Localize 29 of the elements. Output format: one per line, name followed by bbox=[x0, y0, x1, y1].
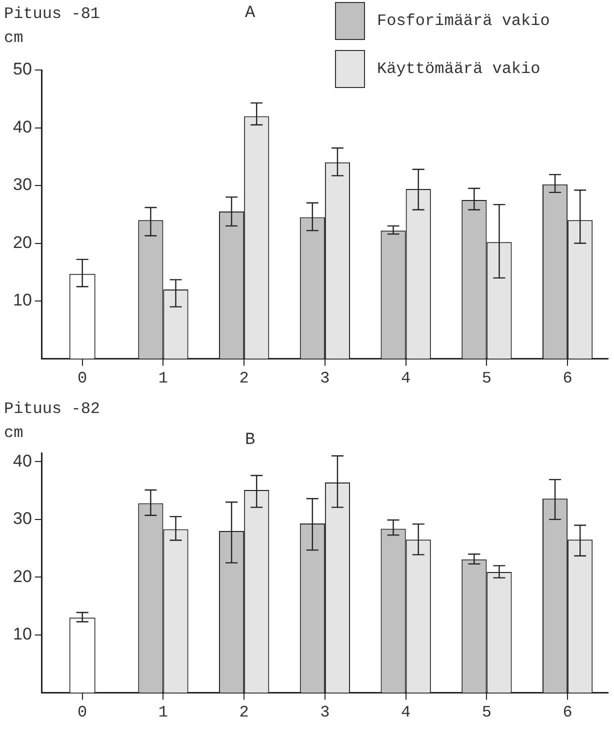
y-tick-label: 10 bbox=[12, 290, 32, 310]
legend-label: Käyttömäärä vakio bbox=[377, 60, 540, 78]
legend-label: Fosforimäärä vakio bbox=[377, 12, 550, 30]
x-tick-label: 3 bbox=[320, 370, 330, 388]
y-axis-title: Pituus -82 cm bbox=[4, 399, 102, 444]
y-tick-label: 10 bbox=[12, 624, 32, 644]
chart-title: B bbox=[245, 431, 256, 450]
y-tick-label: 30 bbox=[12, 509, 32, 528]
y-tick-label: 20 bbox=[12, 566, 32, 586]
y-axis-title: Pituus -81 cm bbox=[4, 4, 102, 49]
x-tick-label: 4 bbox=[401, 370, 411, 388]
y-tick-label: 50 bbox=[12, 60, 32, 79]
x-tick-label: 3 bbox=[320, 704, 330, 722]
x-tick-label: 6 bbox=[562, 370, 572, 388]
x-tick-label: 6 bbox=[562, 704, 572, 722]
x-tick-label: 1 bbox=[158, 704, 168, 722]
x-tick-label: 1 bbox=[158, 370, 168, 388]
x-tick-label: 4 bbox=[401, 704, 411, 722]
x-tick-label: 0 bbox=[78, 370, 88, 388]
y-tick-label: 40 bbox=[12, 117, 32, 136]
y-tick-label: 20 bbox=[12, 232, 32, 252]
x-tick-label: 2 bbox=[239, 370, 249, 388]
x-tick-label: 0 bbox=[78, 704, 88, 722]
x-tick-label: 2 bbox=[239, 704, 249, 722]
y-tick-label: 30 bbox=[12, 175, 32, 194]
x-tick-label: 5 bbox=[482, 704, 492, 722]
x-tick-label: 5 bbox=[482, 370, 492, 388]
chart-title: A bbox=[245, 4, 256, 23]
y-tick-label: 40 bbox=[12, 451, 32, 470]
